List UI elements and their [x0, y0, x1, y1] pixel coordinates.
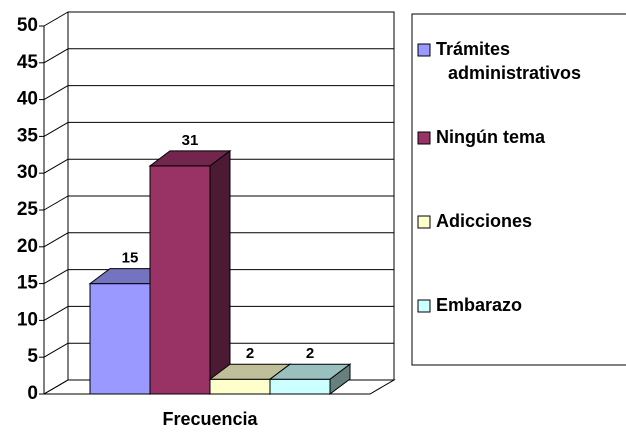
y-tick-label: 0: [27, 383, 38, 404]
y-tick-label: 35: [17, 125, 39, 146]
bar-front: [269, 378, 331, 395]
y-tick-label: 5: [27, 346, 38, 367]
legend-swatch: [417, 43, 431, 57]
legend-label: Embarazo: [436, 295, 522, 315]
legend-label: Trámites administrativos: [436, 39, 581, 83]
y-tick-label: 10: [17, 309, 38, 330]
bar-front: [149, 165, 211, 395]
grid-line: [43, 48, 69, 64]
data-label: 31: [182, 132, 199, 149]
grid-line: [43, 11, 69, 27]
bar-front: [209, 378, 271, 395]
data-label: 15: [122, 250, 139, 267]
legend-swatch: [417, 215, 431, 229]
y-tick-label: 25: [17, 199, 39, 220]
grid-line: [43, 269, 69, 285]
grid-line: [43, 232, 69, 248]
grid-line: [43, 195, 69, 211]
bar: [148, 149, 232, 395]
y-tick-label: 15: [17, 273, 39, 294]
legend-box: [411, 13, 626, 366]
grid-line: [43, 158, 69, 174]
y-tick-label: 20: [17, 236, 38, 257]
legend-label: Adicciones: [436, 211, 532, 231]
grid-line: [43, 121, 69, 137]
bar-front: [89, 283, 151, 395]
y-tick-label: 50: [17, 15, 38, 36]
y-tick-label: 40: [17, 89, 38, 110]
bar-side: [329, 363, 351, 395]
bar: [268, 363, 352, 395]
y-tick-label: 30: [17, 162, 38, 183]
legend-swatch: [417, 131, 431, 145]
grid-line: [43, 305, 69, 321]
grid-line: [43, 379, 69, 395]
bar-side: [209, 149, 231, 395]
legend-label: Ningún tema: [436, 127, 546, 147]
data-label: 2: [306, 345, 314, 362]
grid-line: [43, 342, 69, 358]
x-tick-label: Frecuencia: [162, 409, 258, 429]
grid-line: [43, 85, 69, 101]
y-tick-label: 45: [17, 52, 39, 73]
legend-swatch: [417, 299, 431, 313]
data-label: 2: [246, 345, 254, 362]
